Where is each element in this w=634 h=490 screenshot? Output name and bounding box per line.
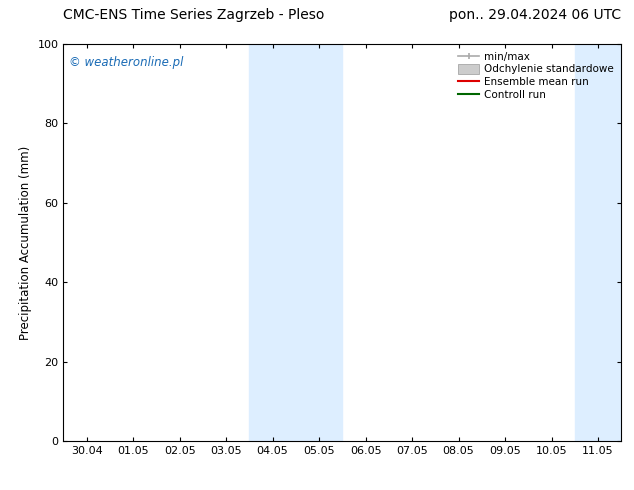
Text: CMC-ENS Time Series Zagrzeb - Pleso: CMC-ENS Time Series Zagrzeb - Pleso	[63, 8, 325, 22]
Text: © weatheronline.pl: © weatheronline.pl	[69, 56, 183, 69]
Bar	[249, 44, 342, 441]
Legend: min/max, Odchylenie standardowe, Ensemble mean run, Controll run: min/max, Odchylenie standardowe, Ensembl…	[456, 49, 616, 102]
Y-axis label: Precipitation Accumulation (mm): Precipitation Accumulation (mm)	[19, 146, 32, 340]
Bar	[575, 44, 621, 441]
Text: pon.. 29.04.2024 06 UTC: pon.. 29.04.2024 06 UTC	[450, 8, 621, 22]
